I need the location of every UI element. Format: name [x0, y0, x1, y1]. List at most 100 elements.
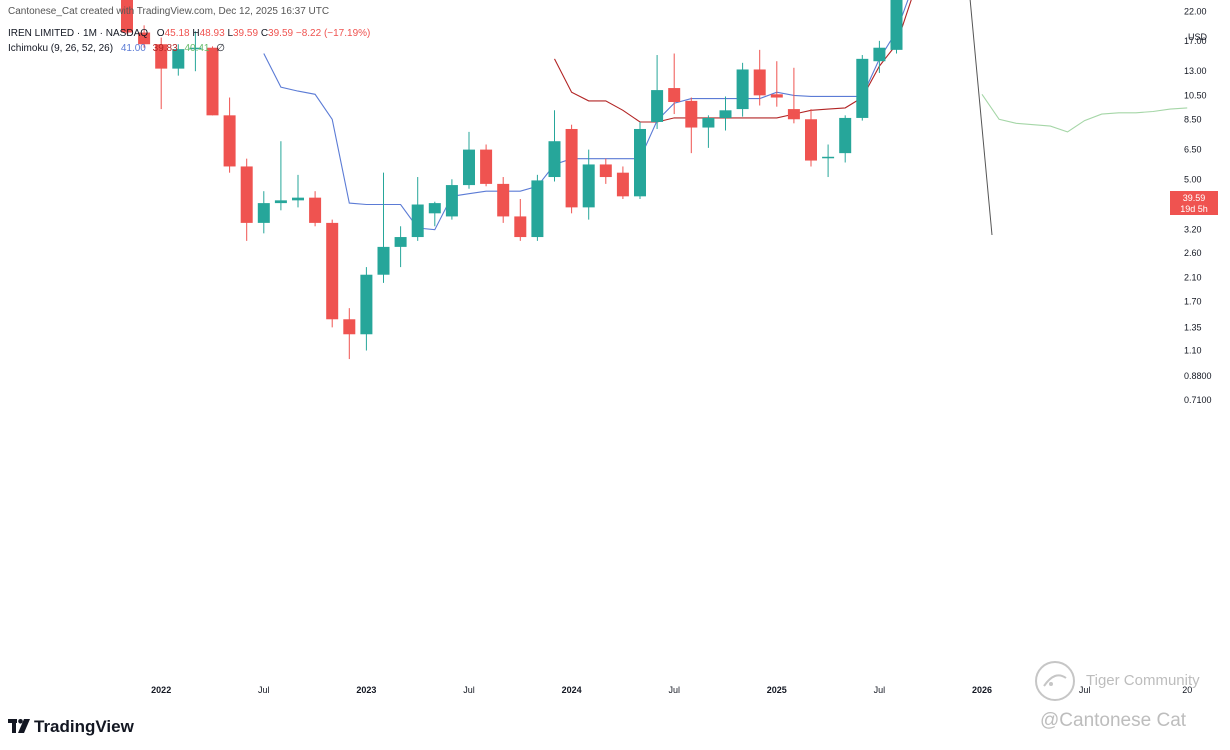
candle-body: [531, 180, 544, 238]
price-tick-label: 10.50: [1184, 90, 1207, 100]
candle-body: [497, 183, 510, 217]
candlestick-series: [121, 0, 903, 360]
candle: [309, 191, 322, 227]
time-tick-label: 2022: [151, 685, 171, 695]
open-value: 45.18: [164, 28, 190, 39]
candle-body: [685, 100, 698, 128]
candle: [445, 179, 458, 220]
candle: [702, 115, 715, 148]
last-price-value: 39.59: [1183, 193, 1206, 203]
candle: [360, 267, 373, 351]
candle-body: [326, 222, 339, 320]
candle-body: [189, 47, 202, 50]
candle: [668, 53, 681, 115]
candle-body: [480, 149, 493, 184]
tradingview-logo[interactable]: TradingView: [8, 714, 134, 740]
candle: [634, 121, 646, 199]
candle-body: [240, 166, 253, 223]
candle: [719, 96, 732, 131]
candle-body: [514, 216, 527, 238]
close-label: C: [260, 28, 269, 39]
candle-body: [599, 164, 612, 178]
attribution-text: Cantonese_Cat created with TradingView.c…: [8, 6, 330, 17]
tradingview-logo-icon: [8, 717, 30, 738]
base-value: 39.83: [152, 43, 178, 54]
time-tick-label: Jul: [258, 685, 270, 695]
candle: [616, 166, 629, 199]
time-tick-label: 2023: [356, 685, 376, 695]
candle: [582, 149, 595, 220]
candle: [839, 115, 852, 163]
annotation-arrow: [969, 0, 993, 236]
low-label: L: [227, 28, 233, 39]
candle-body: [394, 237, 407, 247]
candle: [497, 177, 510, 223]
candle-body: [839, 117, 852, 154]
ichimoku-conversion-line: [263, 0, 909, 231]
candle: [343, 308, 356, 360]
price-tick-label: 2.10: [1184, 272, 1202, 282]
candle-body: [292, 197, 304, 201]
candle-body: [206, 47, 219, 116]
candle-body: [582, 164, 595, 208]
candle: [411, 177, 424, 241]
price-tick-label: 0.7100: [1184, 395, 1212, 405]
candle-body: [360, 274, 373, 335]
candle-body: [428, 203, 441, 214]
price-tick-label: 17.00: [1184, 36, 1207, 46]
candle-body: [377, 246, 390, 275]
candle-body: [445, 185, 458, 217]
price-tick-label: 0.8800: [1184, 371, 1212, 381]
candle-body: [719, 110, 732, 118]
tiger-community-watermark: Tiger Community: [1030, 658, 1230, 706]
candle: [599, 158, 612, 184]
tiger-watermark-text: Tiger Community: [1086, 672, 1200, 689]
price-tick-label: 8.50: [1184, 114, 1202, 124]
candle-body: [616, 172, 629, 197]
candle: [805, 109, 817, 167]
candle: [240, 158, 253, 241]
candle: [172, 44, 185, 76]
candle: [138, 25, 151, 48]
candle: [274, 141, 287, 211]
price-tick-label: 1.35: [1184, 322, 1202, 332]
indicator-legend[interactable]: Ichimoku (9, 26, 52, 26) 41.00 39.83 40.…: [8, 41, 708, 56]
candle: [890, 0, 903, 54]
time-tick-label: Jul: [668, 685, 680, 695]
candle-body: [565, 128, 578, 208]
candle-body: [770, 94, 783, 98]
last-price-tag: 39.59 19d 5h: [1170, 191, 1218, 215]
candle: [822, 144, 835, 178]
candle-body: [343, 319, 356, 335]
candle-body: [736, 69, 749, 110]
arrow-shaft: [969, 0, 993, 236]
candle: [292, 174, 304, 208]
candle: [651, 55, 664, 129]
candle-body: [634, 128, 646, 197]
candle-body: [873, 47, 886, 62]
tiger-icon: [1034, 660, 1076, 707]
candle: [736, 62, 749, 117]
time-tick-label: 20: [1182, 685, 1192, 695]
time-axis[interactable]: 2022 Jul 2023 Jul 2024 Jul 2025 Jul 2026 Jul 20: [151, 685, 1192, 695]
time-tick-label: Jul: [1079, 685, 1091, 695]
candle: [206, 46, 219, 116]
symbol-legend[interactable]: IREN LIMITED · 1M · NASDAQ O45.18 H48.93…: [8, 26, 708, 41]
close-value: 39.59: [268, 28, 294, 39]
candle: [428, 201, 441, 227]
candle: [753, 49, 766, 106]
high-label: H: [192, 28, 200, 39]
time-tick-label: Jul: [463, 685, 475, 695]
candle: [326, 219, 339, 328]
candle: [548, 110, 561, 182]
ichimoku-leading-span: [981, 93, 1188, 133]
indicator-name: Ichimoku (9, 26, 52, 26): [8, 43, 114, 54]
candle: [531, 174, 544, 241]
candle: [873, 40, 886, 73]
empty-value: ∅: [216, 43, 225, 54]
price-axis[interactable]: USD 130.00105.0085.0069.0053.0043.0027.0…: [1184, 0, 1212, 405]
candle: [377, 172, 390, 283]
candle: [685, 97, 698, 154]
candle-body: [172, 49, 185, 69]
